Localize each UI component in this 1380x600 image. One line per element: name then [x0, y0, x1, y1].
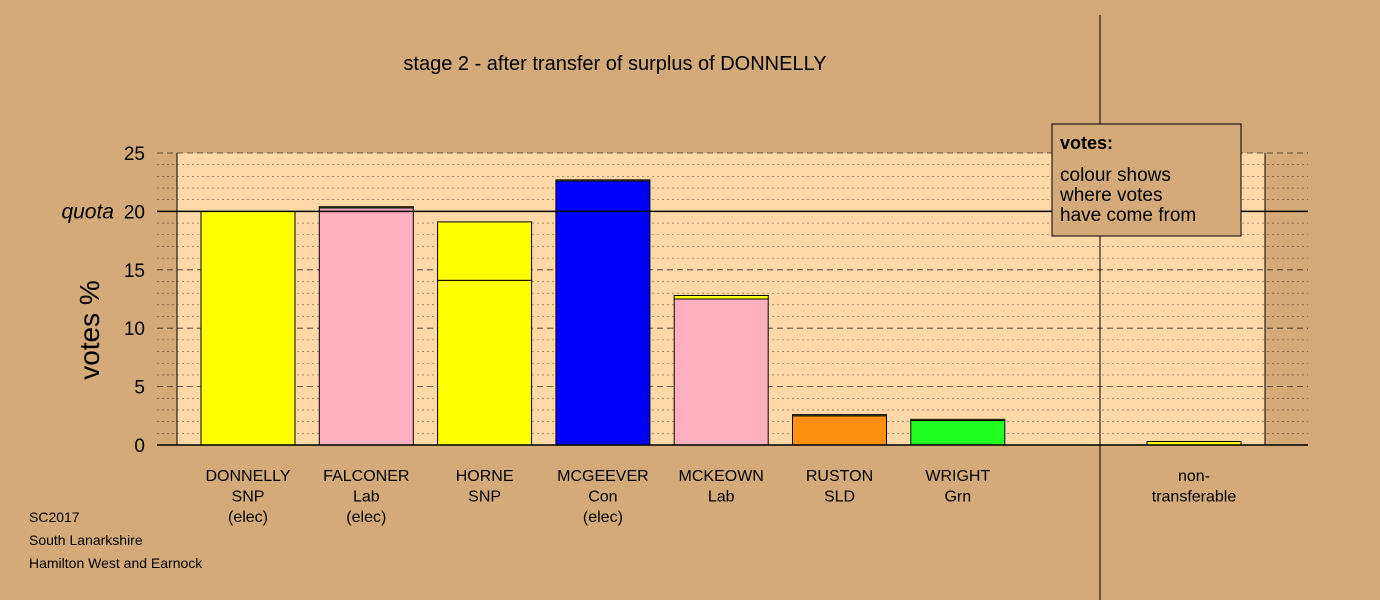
category-label-horne: SNP	[468, 489, 501, 506]
legend-line-1: colour shows	[1060, 165, 1171, 186]
category-label-ruston: SLD	[824, 489, 855, 506]
bar-segment-ruston	[792, 415, 887, 446]
y-tick-label: 20	[124, 202, 145, 223]
y-tick-label: 15	[124, 261, 145, 282]
category-label-donnelly: (elec)	[228, 509, 268, 526]
footer-council: South Lanarkshire	[29, 532, 143, 548]
plot-right-margin	[1265, 153, 1308, 445]
legend-title: votes:	[1060, 133, 1113, 153]
bar-segment-horne	[437, 221, 533, 281]
category-label-mcgeever: (elec)	[583, 509, 623, 526]
y-tick-label: 10	[124, 319, 145, 340]
bar-segment-mckeown	[673, 294, 769, 300]
quota-label: quota	[61, 200, 114, 223]
legend-box	[1051, 123, 1242, 237]
bar-segment-ruston	[792, 414, 887, 417]
bars-group	[200, 179, 1242, 446]
legend-line-3: have come from	[1060, 205, 1196, 226]
category-labels: DONNELLY SNP (elec) FALCONER Lab (elec) HORNE S…	[205, 468, 1236, 526]
category-label-mckeown: Lab	[708, 489, 735, 506]
category-label-wright: Grn	[944, 489, 971, 506]
bar-segment-falconer	[318, 206, 414, 209]
category-label-wright: WRIGHT	[925, 468, 990, 485]
footer-election: SC2017	[29, 509, 80, 525]
category-label-donnelly: SNP	[232, 489, 265, 506]
bar-segment-mcgeever	[555, 179, 651, 182]
category-label-ruston: RUSTON	[806, 468, 873, 485]
category-label-falconer: FALCONER	[323, 468, 409, 485]
category-label-falconer: (elec)	[346, 509, 386, 526]
chart-title: stage 2 - after transfer of surplus of D…	[403, 53, 826, 75]
category-label-mcgeever: Con	[588, 489, 617, 506]
bar-segment-wright	[910, 418, 1006, 421]
category-label-mcgeever: MCGEEVER	[557, 468, 649, 485]
bar-segment-donnelly	[200, 210, 296, 446]
category-label-mckeown: MCKEOWN	[679, 468, 764, 485]
y-tick-label: 25	[124, 144, 145, 165]
legend: votes: colour shows where votes have com…	[1051, 123, 1242, 237]
bar-segment-horne	[437, 279, 533, 446]
bar-segment-mcgeever	[555, 180, 651, 446]
y-tick-label: 5	[134, 378, 145, 399]
category-label-horne: HORNE	[456, 468, 514, 485]
legend-line-2: where votes	[1059, 185, 1162, 206]
category-label-donnelly: DONNELLY	[205, 468, 290, 485]
category-label-nontransferable: non-	[1178, 468, 1210, 485]
y-tick-label: 0	[134, 436, 145, 457]
bar-segment-falconer	[318, 207, 414, 446]
footer-ward: Hamilton West and Earnock	[29, 555, 203, 571]
category-label-falconer: Lab	[353, 489, 380, 506]
bar-segment-wright	[910, 419, 1006, 446]
bar-segment-mckeown	[673, 298, 769, 446]
y-axis-label: votes %	[74, 280, 105, 380]
y-tick-labels: 0 5 10 15 20 quota 25	[61, 144, 145, 457]
category-label-nontransferable: transferable	[1152, 489, 1237, 506]
